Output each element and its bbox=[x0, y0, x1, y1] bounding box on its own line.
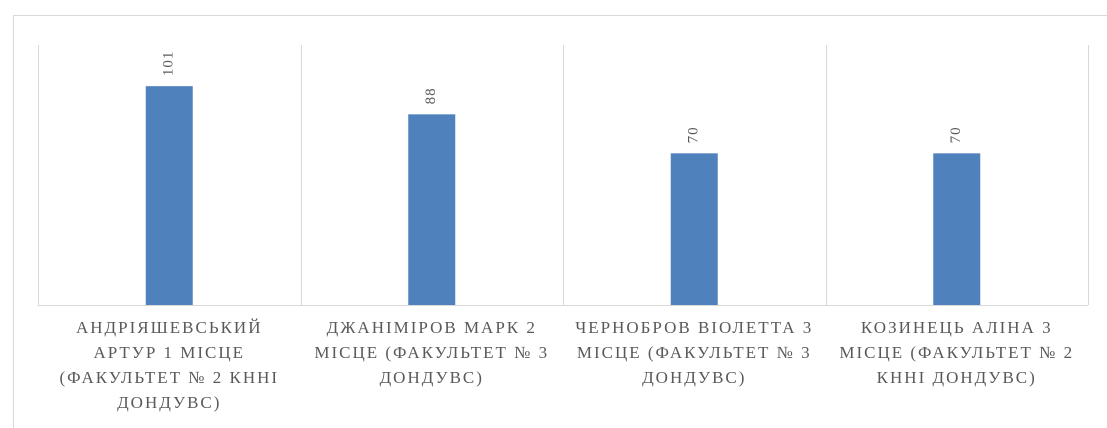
data-label: 70 bbox=[948, 126, 964, 143]
label-line: ДОНДУВС) bbox=[642, 368, 746, 387]
label-line: ЧЕРНОБРОВ ВІОЛЕТТА 3 bbox=[575, 318, 813, 337]
label-line: ДОНДУВС) bbox=[117, 393, 221, 412]
data-label: 101 bbox=[161, 51, 177, 77]
label-line: АРТУР 1 МІСЦЕ bbox=[93, 343, 245, 362]
bar bbox=[670, 153, 718, 305]
label-line: МІСЦЕ (ФАКУЛЬТЕТ № 3 bbox=[314, 343, 549, 362]
label-line: МІСЦЕ (ФАКУЛЬТЕТ № 2 bbox=[839, 343, 1074, 362]
x-tick-label: АНДРІЯШЕВСЬКИЙ АРТУР 1 МІСЦЕ (ФАКУЛЬТЕТ № … bbox=[59, 318, 279, 412]
x-tick-label: КОЗИНЕЦЬ АЛІНА 3 МІСЦЕ (ФАКУЛЬТЕТ № 2 КННІ… bbox=[839, 318, 1074, 387]
label-line: (ФАКУЛЬТЕТ № 2 КННІ bbox=[59, 368, 279, 387]
x-tick-label: ДЖАНІМІРОВ МАРК 2 МІСЦЕ (ФАКУЛЬТЕТ № 3 ДОН… bbox=[314, 318, 549, 387]
label-line: КННІ ДОНДУВС) bbox=[877, 368, 1037, 387]
chart-frame bbox=[13, 15, 1107, 428]
label-line: АНДРІЯШЕВСЬКИЙ bbox=[76, 318, 262, 337]
label-line: КОЗИНЕЦЬ АЛІНА 3 bbox=[861, 318, 1053, 337]
x-tick-label: ЧЕРНОБРОВ ВІОЛЕТТА 3 МІСЦЕ (ФАКУЛЬТЕТ № 3… bbox=[575, 318, 813, 387]
bar bbox=[408, 114, 456, 305]
label-line: МІСЦЕ (ФАКУЛЬТЕТ № 3 bbox=[577, 343, 812, 362]
label-line: ДЖАНІМІРОВ МАРК 2 bbox=[327, 318, 537, 337]
bar bbox=[933, 153, 981, 305]
data-label: 70 bbox=[686, 126, 702, 143]
bar bbox=[145, 86, 193, 306]
label-line: ДОНДУВС) bbox=[380, 368, 484, 387]
data-label: 88 bbox=[423, 87, 439, 104]
